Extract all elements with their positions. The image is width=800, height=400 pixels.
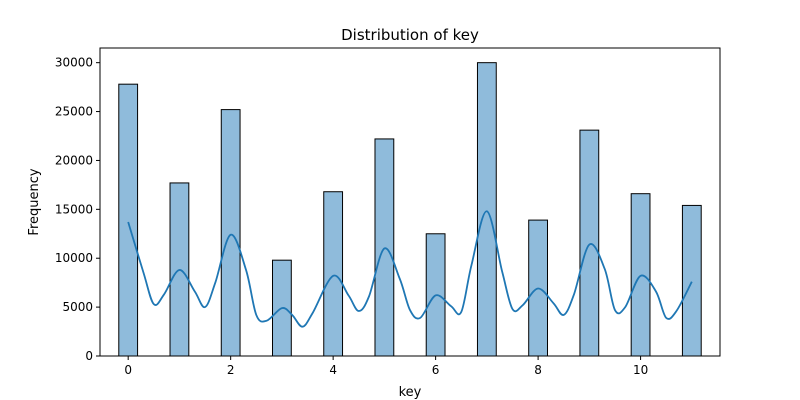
x-tick-label: 10 (633, 363, 648, 377)
x-axis-ticks: 0 2 4 6 8 10 (124, 356, 648, 377)
y-tick-label: 25000 (55, 105, 93, 119)
x-tick-label: 6 (432, 363, 440, 377)
y-tick-label: 0 (85, 349, 93, 363)
x-tick-label: 4 (329, 363, 337, 377)
bar-key-2 (220, 109, 241, 357)
bar-key-7 (476, 62, 497, 357)
x-tick-label: 0 (124, 363, 132, 377)
y-tick-label: 10000 (55, 251, 93, 265)
plot-frame (99, 47, 721, 357)
y-tick-label: 15000 (55, 202, 93, 216)
y-tick-label: 20000 (55, 153, 93, 167)
x-tick-label: 8 (534, 363, 542, 377)
y-tick-label: 5000 (62, 300, 93, 314)
chart-title: Distribution of key (341, 26, 479, 44)
bar-key-11 (681, 204, 702, 357)
x-axis-label: key (399, 385, 422, 400)
bar-key-9 (579, 129, 600, 357)
bar-key-4 (323, 191, 344, 357)
kde-curve (127, 210, 693, 328)
y-tick-label: 30000 (55, 56, 93, 70)
x-tick-label: 2 (227, 363, 235, 377)
y-axis-label: Frequency (27, 168, 42, 235)
y-axis-ticks: 0 5000 10000 15000 20000 25000 30000 (55, 56, 100, 363)
bars-group (118, 62, 702, 357)
bar-key-0 (118, 83, 139, 357)
